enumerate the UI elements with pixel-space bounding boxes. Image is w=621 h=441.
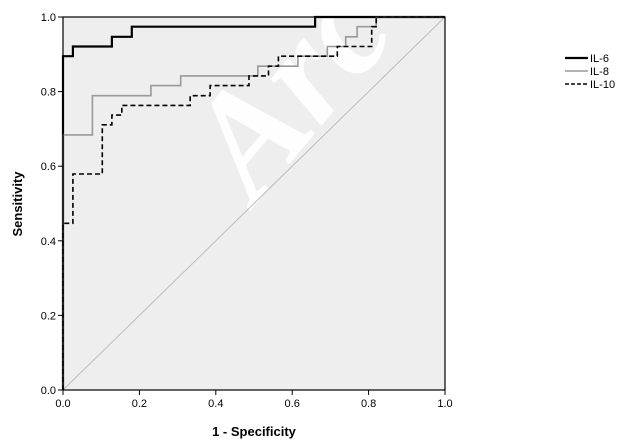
series-line-il-6 bbox=[61, 15, 445, 390]
x-tick-label: 0.0 bbox=[55, 398, 70, 410]
y-tick-label: 0.0 bbox=[41, 385, 56, 397]
y-tick-label: 0.4 bbox=[41, 236, 56, 248]
y-axis-title: Sensitivity bbox=[10, 171, 25, 237]
plot-frame bbox=[62, 16, 446, 391]
legend-label: IL-8 bbox=[590, 66, 609, 78]
x-tick-label: 0.2 bbox=[132, 398, 147, 410]
legend-label: IL-6 bbox=[590, 53, 609, 65]
series-line-il-8 bbox=[62, 16, 445, 390]
x-tick-label: 0.4 bbox=[208, 398, 223, 410]
x-axis-title: 1 - Specificity bbox=[212, 424, 297, 439]
y-tick-label: 0.8 bbox=[41, 87, 56, 99]
x-tick-label: 0.8 bbox=[361, 398, 376, 410]
diagonal-reference-line bbox=[62, 16, 446, 391]
series-line-il-10 bbox=[62, 16, 445, 390]
y-tick-label: 0.2 bbox=[41, 310, 56, 322]
x-tick-label: 0.6 bbox=[285, 398, 300, 410]
legend-label: IL-10 bbox=[590, 79, 615, 91]
legend: IL-6IL-8IL-10 bbox=[565, 53, 615, 91]
y-tick-label: 1.0 bbox=[41, 12, 56, 24]
y-tick-label: 0.6 bbox=[41, 161, 56, 173]
x-tick-label: 1.0 bbox=[437, 398, 452, 410]
